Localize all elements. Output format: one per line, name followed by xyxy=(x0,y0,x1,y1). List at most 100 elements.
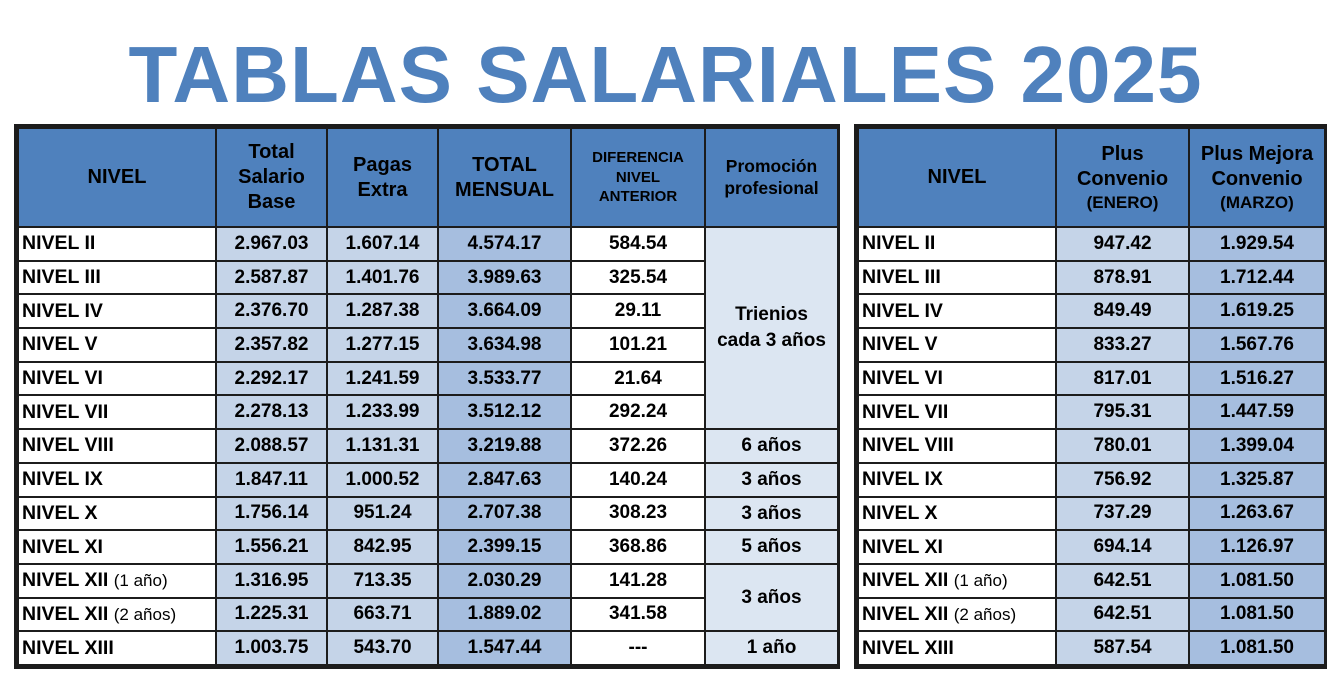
plus-mejora-cell: 1.081.50 xyxy=(1188,596,1326,633)
nivel-cell: NIVEL III xyxy=(17,259,217,296)
pagas-extra-cell: 713.35 xyxy=(326,562,439,599)
salario-base-cell: 2.587.87 xyxy=(215,259,328,296)
nivel-cell: NIVEL X xyxy=(857,495,1057,532)
promocion-cell: 5 años xyxy=(704,529,839,565)
diferencia-cell: 341.58 xyxy=(570,596,706,633)
header-base-line-1: Total xyxy=(248,141,295,163)
header-dif-line-3: ANTERIOR xyxy=(598,188,678,206)
total-mensual-cell: 2.399.15 xyxy=(437,529,572,565)
plus-convenio-cell: 737.29 xyxy=(1055,495,1190,532)
header-plus-mejora-convenio: Plus Mejora Convenio (MARZO) xyxy=(1188,127,1326,228)
plus-convenio-cell: 642.51 xyxy=(1055,562,1190,599)
pagas-extra-cell: 1.233.99 xyxy=(326,394,439,431)
plus-convenio-cell: 817.01 xyxy=(1055,360,1190,397)
nivel-cell: NIVEL XII (1 año) xyxy=(857,562,1057,599)
nivel-cell: NIVEL V xyxy=(17,327,217,363)
table-row: NIVEL IV 849.49 1.619.25 xyxy=(857,293,1326,330)
nivel-label: NIVEL XII xyxy=(862,569,949,592)
nivel-cell: NIVEL XII (2 años) xyxy=(857,596,1057,633)
table-row: NIVEL VI 817.01 1.516.27 xyxy=(857,360,1326,397)
table-row: NIVEL VIII 780.01 1.399.04 xyxy=(857,428,1326,464)
nivel-label: NIVEL XII xyxy=(862,602,949,625)
salary-table-body: NIVEL II 2.967.03 1.607.14 4.574.17 584.… xyxy=(17,225,839,666)
total-mensual-cell: 3.533.77 xyxy=(437,360,572,397)
nivel-cell: NIVEL III xyxy=(857,259,1057,296)
plus-mejora-cell: 1.447.59 xyxy=(1188,394,1326,431)
nivel-cell: NIVEL II xyxy=(17,226,217,262)
table-row: NIVEL XI 694.14 1.126.97 xyxy=(857,529,1326,565)
plus-convenio-cell: 878.91 xyxy=(1055,259,1190,296)
nivel-label: NIVEL VII xyxy=(22,400,109,423)
nivel-cell: NIVEL XIII xyxy=(857,630,1057,666)
total-mensual-cell: 3.989.63 xyxy=(437,259,572,296)
pagas-extra-cell: 951.24 xyxy=(326,495,439,532)
table-row: NIVEL IV 2.376.70 1.287.38 3.664.09 29.1… xyxy=(17,293,838,330)
pagas-extra-cell: 1.131.31 xyxy=(326,428,439,464)
nivel-label: NIVEL V xyxy=(862,333,938,356)
header-pagas-line-1: Pagas xyxy=(353,153,412,176)
plus-table-body: NIVEL II 947.42 1.929.54 NIVEL III 878.9… xyxy=(857,226,1326,666)
nivel-label: NIVEL II xyxy=(22,232,96,255)
nivel-label: NIVEL IX xyxy=(22,468,103,491)
nivel-label: NIVEL XI xyxy=(22,535,103,558)
salary-table: NIVEL Total Salario Base Pagas Extra TOT… xyxy=(14,124,840,669)
nivel-cell: NIVEL X xyxy=(17,495,217,532)
nivel-sub: (2 años) xyxy=(113,604,177,624)
plus-mejora-cell: 1.712.44 xyxy=(1188,259,1326,296)
plus-mejora-cell: 1.516.27 xyxy=(1188,360,1326,397)
pagas-extra-cell: 1.287.38 xyxy=(326,293,439,330)
header-mejora-line-2: Convenio xyxy=(1211,167,1303,190)
total-mensual-cell: 2.030.29 xyxy=(437,562,572,599)
pagas-extra-cell: 663.71 xyxy=(326,596,439,633)
nivel-label: NIVEL VI xyxy=(22,367,103,390)
header-total-mensual: TOTAL MENSUAL xyxy=(437,127,572,228)
total-mensual-cell: 3.634.98 xyxy=(437,327,572,363)
table-row: NIVEL II 947.42 1.929.54 xyxy=(857,226,1326,262)
nivel-label: NIVEL II xyxy=(862,232,936,255)
nivel-cell: NIVEL IX xyxy=(17,461,217,498)
plus-mejora-cell: 1.399.04 xyxy=(1188,428,1326,464)
pagas-extra-cell: 1.607.14 xyxy=(326,226,439,262)
nivel-sub: (1 año) xyxy=(113,571,168,591)
nivel-label: NIVEL X xyxy=(862,501,938,524)
salario-base-cell: 1.756.14 xyxy=(215,495,328,532)
pagas-extra-cell: 842.95 xyxy=(326,529,439,565)
diferencia-cell: 584.54 xyxy=(570,226,706,262)
header-mejora-line-3: (MARZO) xyxy=(1220,192,1294,212)
nivel-sub: (2 años) xyxy=(953,604,1017,624)
nivel-cell: NIVEL IV xyxy=(17,293,217,330)
diferencia-cell: 21.64 xyxy=(570,360,706,397)
table-row: NIVEL VII 2.278.13 1.233.99 3.512.12 292… xyxy=(17,394,838,431)
total-mensual-cell: 2.707.38 xyxy=(437,495,572,532)
plus-convenio-cell: 849.49 xyxy=(1055,293,1190,330)
plus-convenio-cell: 947.42 xyxy=(1055,226,1190,262)
plus-convenio-cell: 756.92 xyxy=(1055,461,1190,498)
plus-mejora-cell: 1.929.54 xyxy=(1188,226,1326,262)
table-row: NIVEL VI 2.292.17 1.241.59 3.533.77 21.6… xyxy=(17,360,838,397)
promocion-cell: 3 años xyxy=(704,495,839,532)
salario-base-cell: 2.376.70 xyxy=(215,293,328,330)
diferencia-cell: 325.54 xyxy=(570,259,706,296)
nivel-cell: NIVEL VIII xyxy=(17,428,217,464)
nivel-cell: NIVEL VI xyxy=(17,360,217,397)
nivel-cell: NIVEL IV xyxy=(857,293,1057,330)
header-plus-line-2: Convenio xyxy=(1076,167,1169,190)
pagas-extra-cell: 1.000.52 xyxy=(326,461,439,498)
salario-base-cell: 2.278.13 xyxy=(215,394,328,431)
nivel-cell: NIVEL IX xyxy=(857,461,1057,498)
nivel-label: NIVEL III xyxy=(22,266,101,289)
promocion-cell: Trienios cada 3 años xyxy=(704,225,839,431)
table-row: NIVEL III 878.91 1.712.44 xyxy=(857,259,1326,296)
table-row: NIVEL IX 756.92 1.325.87 xyxy=(857,461,1326,498)
salario-base-cell: 2.967.03 xyxy=(215,226,328,262)
nivel-label: NIVEL VIII xyxy=(22,434,114,457)
plus-mejora-cell: 1.567.76 xyxy=(1188,327,1326,363)
plus-convenio-cell: 833.27 xyxy=(1055,327,1190,363)
total-mensual-cell: 3.664.09 xyxy=(437,293,572,330)
nivel-cell: NIVEL XIII xyxy=(17,630,217,666)
diferencia-cell: 29.11 xyxy=(570,293,706,330)
nivel-label: NIVEL VI xyxy=(862,367,943,390)
promocion-cell: 3 años xyxy=(704,461,839,498)
diferencia-cell: 292.24 xyxy=(570,394,706,431)
header-total-salario-base: Total Salario Base xyxy=(215,127,328,228)
